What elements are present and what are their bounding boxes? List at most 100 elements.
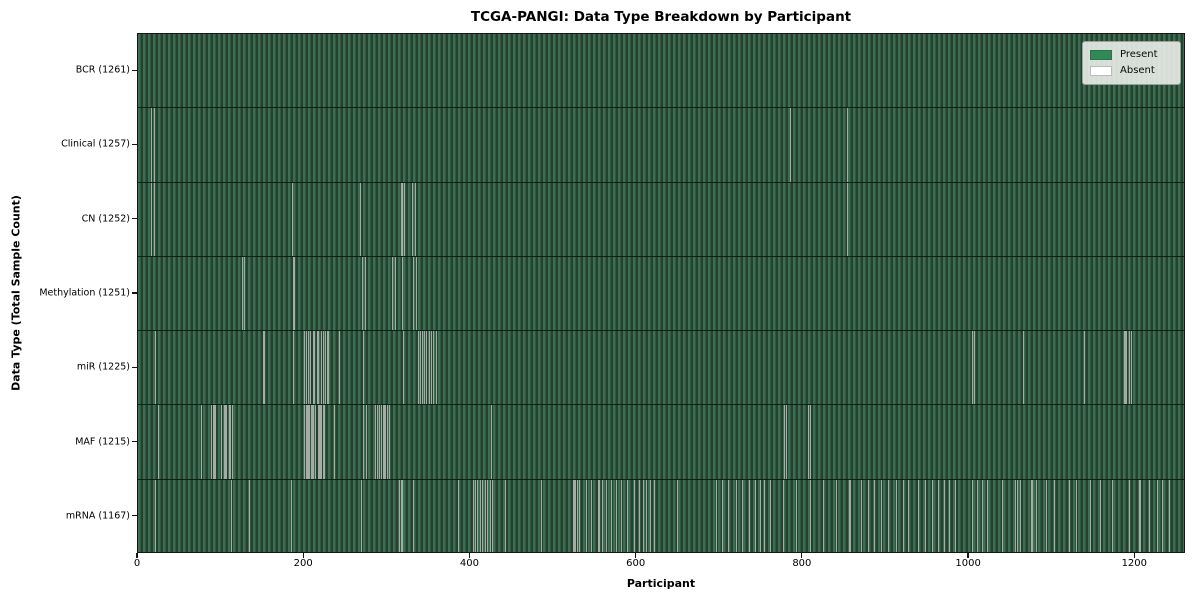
absent-mark <box>585 479 588 552</box>
absent-mark <box>1089 479 1091 552</box>
absent-mark <box>931 479 933 552</box>
absent-mark <box>290 479 292 552</box>
absent-mark <box>786 405 788 479</box>
data-row-miR <box>138 331 1184 406</box>
absent-mark <box>388 405 391 479</box>
absent-mark <box>364 256 366 331</box>
absent-mark <box>763 479 765 552</box>
absent-mark <box>291 182 293 256</box>
x-tick-mark <box>967 553 969 558</box>
x-tick-label: 800 <box>792 558 812 569</box>
absent-mark <box>487 479 489 552</box>
absent-mark <box>320 331 322 405</box>
absent-mark <box>742 479 744 552</box>
absent-mark <box>1112 479 1114 552</box>
absent-mark <box>887 479 889 552</box>
absent-mark <box>419 331 421 405</box>
x-tick-mark <box>468 553 471 558</box>
absent-mark <box>1045 479 1047 552</box>
absent-mark <box>263 331 265 405</box>
absent-mark <box>796 479 798 552</box>
y-tick-label: Methylation (1251) <box>39 287 130 299</box>
x-tick-label: 600 <box>626 558 646 569</box>
absent-mark <box>151 182 153 256</box>
x-tick-label: 1000 <box>955 558 981 569</box>
absent-mark <box>154 479 156 552</box>
legend-label: Absent <box>1120 65 1155 76</box>
absent-mark <box>880 479 883 552</box>
absent-mark <box>809 479 811 552</box>
legend-item-present: Present <box>1090 47 1174 63</box>
absent-mark <box>212 405 214 479</box>
absent-mark <box>1139 479 1141 552</box>
absent-mark <box>326 331 328 405</box>
legend-label: Present <box>1120 49 1158 60</box>
legend-swatch-absent <box>1090 66 1112 76</box>
absent-mark <box>223 405 225 479</box>
absent-mark <box>412 182 414 256</box>
absent-mark <box>643 479 645 552</box>
absent-mark <box>231 405 233 479</box>
absent-mark <box>308 331 310 405</box>
absent-mark <box>575 479 577 552</box>
absent-mark <box>363 405 365 479</box>
x-tick-label: 0 <box>133 558 141 569</box>
absent-mark <box>1161 479 1163 552</box>
absent-mark <box>1169 479 1171 552</box>
y-tick-label: MAF (1215) <box>75 436 130 448</box>
absent-mark <box>317 405 319 479</box>
absent-mark <box>822 479 824 552</box>
absent-mark <box>306 405 308 479</box>
data-row-MAF <box>138 405 1184 480</box>
absent-mark <box>1053 479 1055 552</box>
absent-mark <box>504 479 506 552</box>
y-tick-label: miR (1225) <box>76 361 130 373</box>
y-tick-mark <box>132 515 137 517</box>
absent-mark <box>230 405 232 479</box>
absent-mark <box>769 479 771 552</box>
absent-mark <box>1126 331 1128 405</box>
absent-mark <box>384 405 386 479</box>
absent-mark <box>954 479 957 552</box>
absent-mark <box>489 479 491 552</box>
y-tick-mark <box>132 440 137 443</box>
absent-mark <box>861 479 863 552</box>
absent-mark <box>387 405 389 479</box>
absent-mark <box>215 405 217 479</box>
absent-mark <box>376 405 378 479</box>
absent-mark <box>320 405 322 479</box>
legend-swatch-present <box>1090 50 1112 60</box>
x-tick-label: 1200 <box>1121 558 1148 569</box>
absent-mark <box>1076 479 1078 552</box>
absent-mark <box>319 405 321 479</box>
absent-mark <box>728 479 730 552</box>
absent-mark <box>231 479 233 552</box>
absent-mark <box>310 331 312 405</box>
absent-mark <box>1036 479 1038 552</box>
absent-mark <box>379 405 381 479</box>
absent-mark <box>783 405 785 479</box>
absent-mark <box>809 405 811 479</box>
plot-area <box>137 33 1185 553</box>
absent-mark <box>312 331 314 405</box>
absent-mark <box>435 331 437 405</box>
absent-mark <box>491 405 493 479</box>
absent-mark <box>384 405 386 479</box>
absent-mark <box>1099 479 1101 552</box>
absent-mark <box>846 182 848 256</box>
absent-mark <box>1128 479 1130 552</box>
absent-mark <box>201 405 203 479</box>
absent-mark <box>590 479 593 552</box>
absent-mark <box>362 256 364 331</box>
absent-mark <box>428 331 430 405</box>
absent-mark <box>1068 479 1070 552</box>
absent-mark <box>293 256 295 331</box>
x-tick-mark <box>136 553 138 558</box>
absent-mark <box>982 479 984 552</box>
absent-mark <box>610 479 612 552</box>
absent-mark <box>305 405 307 479</box>
x-axis-label: Participant <box>626 577 696 590</box>
absent-mark <box>249 479 251 552</box>
absent-mark <box>1031 479 1033 552</box>
absent-mark <box>722 479 724 552</box>
